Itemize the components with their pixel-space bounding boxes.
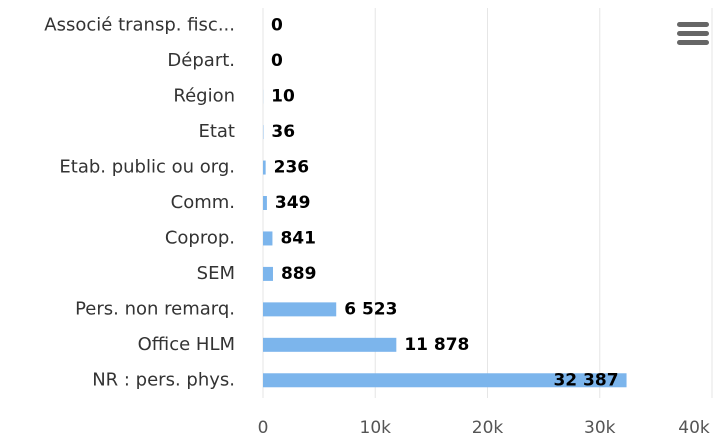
x-tick-label: 10k xyxy=(360,418,392,438)
data-label: 32 387 xyxy=(553,370,618,390)
category-label: NR : pers. phys. xyxy=(92,369,235,390)
category-label: Comm. xyxy=(171,192,235,213)
data-label: 236 xyxy=(274,158,310,178)
category-label: Office HLM xyxy=(138,334,235,355)
bar xyxy=(263,302,337,317)
menu-button[interactable] xyxy=(677,22,709,45)
data-label: 841 xyxy=(280,228,316,248)
category-label: Région xyxy=(173,86,235,107)
x-tick-label: 30k xyxy=(584,418,616,438)
menu-line xyxy=(677,40,709,45)
category-label: SEM xyxy=(197,263,235,284)
category-label: Pers. non remarq. xyxy=(75,298,235,319)
category-label: Coprop. xyxy=(165,227,235,248)
menu-line xyxy=(677,22,709,27)
data-label: 0 xyxy=(271,16,283,36)
category-label: Associé transp. fisc... xyxy=(44,15,235,36)
data-label: 36 xyxy=(271,122,295,142)
bar xyxy=(263,160,266,175)
data-label: 10 xyxy=(271,87,295,107)
x-tick-label: 0 xyxy=(258,418,269,438)
data-label: 349 xyxy=(275,193,311,213)
bar xyxy=(263,231,273,246)
menu-line xyxy=(677,31,709,36)
category-label: Etat xyxy=(198,121,235,142)
bar xyxy=(263,266,273,281)
category-label: Etab. public ou org. xyxy=(59,157,235,178)
data-label: 889 xyxy=(281,264,317,284)
data-label: 0 xyxy=(271,51,283,71)
bar xyxy=(263,337,397,352)
x-tick-label: 20k xyxy=(472,418,504,438)
data-label: 6 523 xyxy=(344,299,397,319)
bar xyxy=(263,196,267,210)
data-label: 11 878 xyxy=(404,335,469,355)
category-label: Départ. xyxy=(167,50,235,71)
bar xyxy=(263,373,627,388)
x-tick-label: 40k xyxy=(678,418,710,438)
